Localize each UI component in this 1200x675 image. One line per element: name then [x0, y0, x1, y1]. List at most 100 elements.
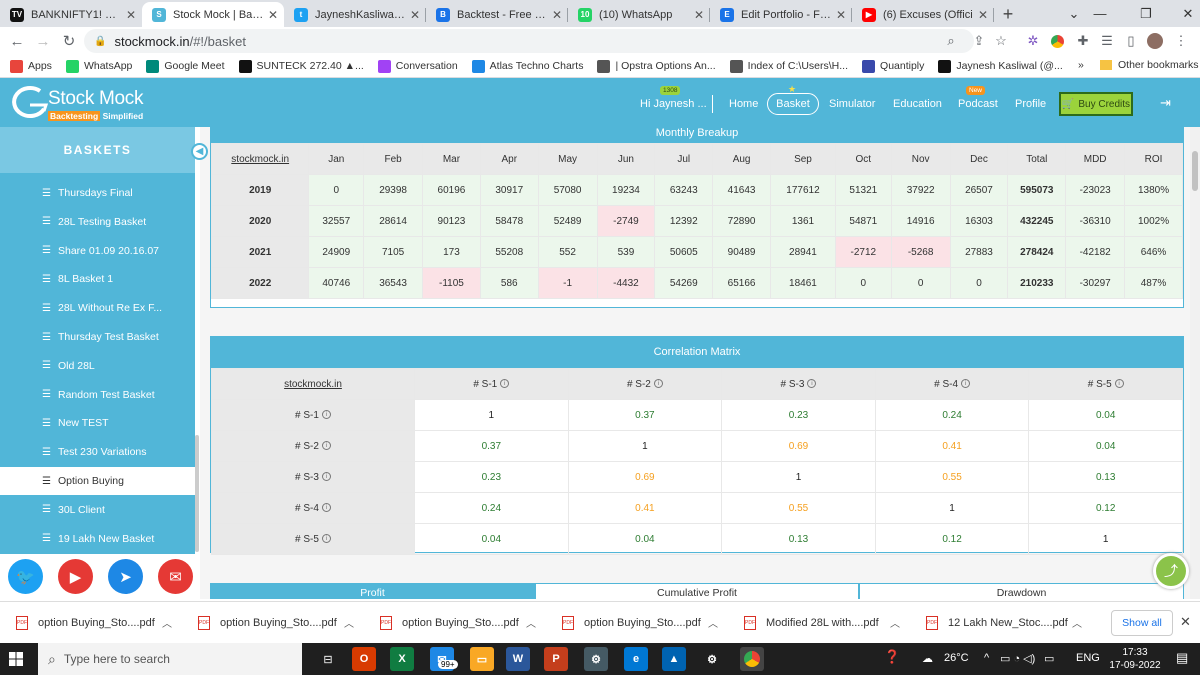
photos-icon[interactable]: ▲ — [662, 647, 686, 671]
buy-credits-button[interactable]: 🛒 Buy Credits — [1059, 92, 1133, 116]
bookmark-item[interactable]: WhatsApp — [65, 59, 132, 73]
nav-basket[interactable]: Basket — [767, 93, 819, 115]
close-window-button[interactable]: ✕ — [1182, 5, 1194, 21]
bookmark-item[interactable]: Jaynesh Kasliwal (@... — [938, 59, 1063, 73]
edge-icon[interactable]: e — [624, 647, 648, 671]
site-link[interactable]: stockmock.in — [211, 368, 415, 400]
nav-profile[interactable]: Profile — [1015, 98, 1047, 110]
word-icon[interactable]: W — [506, 647, 530, 671]
info-icon[interactable]: i — [961, 379, 971, 389]
tab-search-icon[interactable]: ⌄ — [1068, 5, 1080, 21]
weather-temp[interactable]: 26°C — [944, 652, 969, 664]
close-tab-icon[interactable]: ✕ — [409, 7, 420, 22]
minimize-button[interactable]: — — [1093, 6, 1107, 21]
side-panel-icon[interactable]: ▯ — [1127, 33, 1135, 48]
twitter-icon[interactable]: 🐦 — [8, 559, 43, 594]
browser-tab[interactable]: E Edit Portfolio - Free B✕ — [710, 2, 852, 27]
sidebar-basket-item[interactable]: ☰ Thursdays Final — [0, 179, 195, 207]
office-icon[interactable]: O — [352, 647, 376, 671]
task-view-icon[interactable]: ⊟ — [323, 653, 333, 666]
sidebar-basket-item[interactable]: ☰ New TEST — [0, 409, 195, 437]
site-link[interactable]: stockmock.in — [210, 143, 310, 175]
sidebar-basket-item[interactable]: ☰ Option Buying — [0, 467, 195, 495]
tab-cumulative-profit[interactable]: Cumulative Profit — [535, 583, 859, 599]
sidebar-basket-item[interactable]: ☰ Thursday Test Basket — [0, 323, 195, 351]
extension-gear-icon[interactable]: ✲ — [1027, 33, 1039, 48]
email-icon[interactable]: ✉ — [158, 559, 193, 594]
sidebar-basket-item[interactable]: ☰ Old 28L — [0, 352, 195, 380]
browser-tab[interactable]: ▶ (6) Excuses (Offici ✕ — [852, 2, 994, 27]
tab-profit[interactable]: Profit — [210, 583, 535, 599]
bookmark-item[interactable]: Index of C:\Users\H... — [729, 59, 848, 73]
url-field[interactable]: 🔒 stockmock.in/#!/basket ⌕ — [84, 29, 974, 53]
info-icon[interactable]: i — [1114, 379, 1124, 389]
bookmark-item[interactable]: Quantiply — [862, 59, 924, 73]
windows-start-icon[interactable] — [9, 652, 23, 666]
powerpoint-icon[interactable]: P — [544, 647, 568, 671]
info-icon[interactable]: i — [321, 410, 331, 420]
download-item[interactable]: PDF option Buying_Sto....pdf ︿ — [364, 602, 546, 644]
telegram-icon[interactable]: ➤ — [108, 559, 143, 594]
extensions-puzzle-icon[interactable]: ✚ — [1077, 33, 1089, 48]
download-options-icon[interactable]: ︿ — [708, 619, 718, 630]
sidebar-basket-item[interactable]: ☰ Share 01.09 20.16.07 — [0, 237, 195, 265]
sidebar-basket-item[interactable]: ☰ 28L Without Re Ex F... — [0, 294, 195, 322]
info-icon[interactable]: i — [321, 503, 331, 513]
sidebar-scrollbar[interactable] — [195, 435, 199, 552]
youtube-icon[interactable]: ▶ — [58, 559, 93, 594]
share-fab-icon[interactable]: ⤴ — [1153, 553, 1189, 589]
reload-icon[interactable]: ↻ — [62, 33, 76, 50]
close-tab-icon[interactable]: ✕ — [267, 7, 278, 22]
download-options-icon[interactable]: ︿ — [162, 619, 172, 630]
browser-tab[interactable]: B Backtest - Free Backte✕ — [426, 2, 568, 27]
sidebar-collapse-icon[interactable]: ◀ — [191, 143, 208, 160]
browser-tab[interactable]: S Stock Mock | Backtest✕ — [142, 2, 284, 27]
info-icon[interactable]: i — [321, 534, 331, 544]
download-item[interactable]: PDF option Buying_Sto....pdf ︿ — [182, 602, 364, 644]
browser-tab[interactable]: 10 (10) WhatsApp ✕ — [568, 2, 710, 27]
maximize-button[interactable]: ❐ — [1140, 5, 1152, 21]
scrollbar-thumb[interactable] — [1192, 151, 1198, 191]
download-item[interactable]: PDF option Buying_Sto....pdf ︿ — [0, 602, 182, 644]
bookmark-item[interactable]: Atlas Techno Charts — [471, 59, 583, 73]
user-greeting[interactable]: Hi Jaynesh ... — [640, 98, 707, 110]
zoom-search-icon[interactable]: ⌕ — [947, 33, 955, 48]
sidebar-basket-item[interactable]: ☰ 30L Client — [0, 496, 195, 524]
tray-icons[interactable]: ▭ ◔ ◁) — [1000, 653, 1036, 665]
page-scrollbar[interactable] — [1190, 127, 1200, 599]
close-tab-icon[interactable]: ✕ — [551, 7, 562, 22]
sidebar-basket-item[interactable]: ☰ Random Test Basket — [0, 381, 195, 409]
battery-icon[interactable]: ▭ — [1044, 653, 1055, 665]
browser-tab[interactable]: TV BANKNIFTY1! 40837.6✕ — [0, 2, 142, 27]
chrome-menu-icon[interactable]: ⋮ — [1174, 33, 1188, 48]
stockmock-logo[interactable]: Stock Mock Backtesting Simplified — [10, 85, 150, 121]
excel-icon[interactable]: X — [390, 647, 414, 671]
help-icon[interactable]: ❓ — [884, 649, 901, 664]
download-options-icon[interactable]: ︿ — [344, 619, 354, 630]
close-tab-icon[interactable]: ✕ — [125, 7, 136, 22]
close-tab-icon[interactable]: ✕ — [977, 7, 988, 22]
nav-podcast[interactable]: Podcast — [958, 98, 998, 110]
extension-circle-icon[interactable] — [1046, 29, 1068, 53]
share-page-icon[interactable]: ⇪ — [973, 33, 985, 48]
forward-icon[interactable]: → — [35, 32, 51, 50]
info-icon[interactable]: i — [500, 379, 510, 389]
nav-home[interactable]: Home — [729, 98, 759, 110]
nav-education[interactable]: Education — [893, 98, 942, 110]
info-icon[interactable]: i — [321, 441, 331, 451]
show-all-button[interactable]: Show all — [1111, 610, 1173, 636]
reading-list-icon[interactable]: ☰ — [1101, 33, 1113, 48]
nav-simulator[interactable]: Simulator — [829, 98, 876, 110]
bookmark-item[interactable]: Google Meet — [146, 59, 225, 73]
bookmark-star-icon[interactable]: ☆ — [995, 33, 1007, 48]
bookmark-item[interactable]: Conversation — [377, 59, 458, 73]
download-item[interactable]: PDF option Buying_Sto....pdf ︿ — [546, 602, 728, 644]
tray-chevron-icon[interactable]: ^ — [984, 652, 990, 664]
info-icon[interactable]: i — [807, 379, 817, 389]
close-tab-icon[interactable]: ✕ — [693, 7, 704, 22]
bookmark-item[interactable]: | Opstra Options An... — [597, 59, 716, 73]
settings-icon[interactable]: ⚙ — [707, 653, 717, 666]
bookmark-item[interactable]: Apps — [10, 59, 52, 73]
language-indicator[interactable]: ENG — [1076, 652, 1100, 664]
download-item[interactable]: PDF Modified 28L with....pdf ︿ — [728, 602, 910, 644]
